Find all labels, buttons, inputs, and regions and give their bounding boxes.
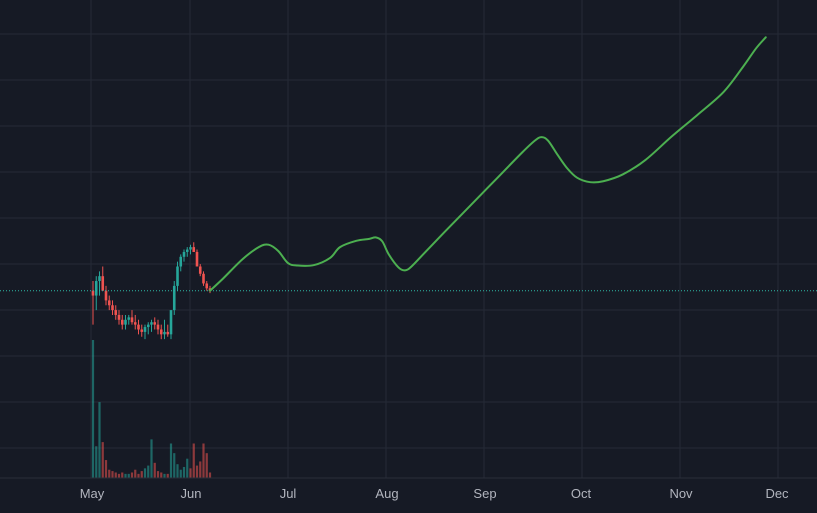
volume-bar	[195, 465, 199, 478]
candle-body	[202, 273, 205, 284]
volume-bar	[205, 453, 208, 478]
candle-body	[111, 305, 114, 311]
volume-bar	[134, 469, 137, 478]
volume-bar	[137, 473, 140, 478]
volume-bar	[91, 340, 95, 478]
volume-bar	[153, 462, 156, 478]
time-axis-background	[0, 478, 817, 513]
volume-bar	[117, 473, 121, 478]
candle-body	[143, 327, 147, 332]
x-tick-label: Aug	[375, 486, 398, 501]
volume-bar	[199, 461, 202, 478]
candles	[91, 242, 212, 340]
candle-body	[159, 329, 163, 335]
candle-body	[182, 251, 186, 257]
grid	[0, 0, 817, 478]
volume-bar	[186, 458, 189, 478]
volume-bar	[130, 472, 134, 478]
candle-body	[91, 290, 95, 296]
volume-bar	[173, 453, 176, 478]
x-tick-label: Jun	[181, 486, 202, 501]
candle-body	[120, 319, 124, 325]
candle-body	[133, 322, 137, 325]
x-tick-label: Jul	[280, 486, 297, 501]
volume-bar	[179, 469, 182, 478]
volume-bar	[121, 472, 124, 478]
candle-body	[107, 300, 111, 306]
volume-bar	[127, 473, 130, 478]
candle-body	[104, 290, 108, 301]
candle-body	[156, 324, 160, 330]
candle-body	[195, 251, 199, 267]
volume-bar	[101, 442, 104, 478]
volume-bar	[192, 443, 195, 478]
x-tick-label: Sep	[473, 486, 496, 501]
volume-bar	[189, 468, 192, 478]
volume-bar	[104, 460, 108, 478]
volume-bar	[98, 402, 101, 478]
volume-bar	[147, 465, 150, 478]
forecast-line	[209, 36, 767, 292]
volume-bar	[169, 443, 173, 478]
x-tick-label: Dec	[765, 486, 789, 501]
candle-body	[205, 283, 209, 289]
candle-body	[94, 281, 98, 296]
candle-body	[124, 319, 127, 325]
candle-body	[137, 324, 140, 330]
volume-bar	[166, 473, 169, 478]
candle-body	[153, 322, 157, 325]
volume-bar	[156, 471, 160, 478]
volume-bar	[208, 472, 212, 478]
volume-bar	[176, 464, 179, 478]
volume-bar	[150, 439, 153, 478]
candle-body	[163, 331, 166, 335]
candle-body	[101, 276, 105, 291]
volume-bar	[160, 472, 163, 478]
candle-body	[189, 247, 192, 250]
candle-body	[114, 310, 118, 315]
candle-body	[150, 322, 153, 325]
time-axis: May Jun Jul Aug Sep Oct Nov Dec	[80, 486, 789, 501]
candle-body	[140, 329, 144, 332]
x-tick-label: May	[80, 486, 105, 501]
candle-body	[127, 317, 131, 320]
candle-body	[130, 317, 134, 323]
candle-body	[185, 249, 189, 252]
x-tick-label: Nov	[669, 486, 693, 501]
volume-bar	[124, 473, 127, 478]
volume-bar	[202, 443, 205, 478]
volume-bar	[140, 471, 143, 478]
forecast-line-group	[209, 36, 767, 292]
volume-bar	[182, 466, 186, 478]
candle-body	[172, 285, 176, 311]
volume-bar	[163, 473, 166, 478]
candle-body	[179, 256, 183, 267]
candle-body	[98, 276, 101, 282]
candle-body	[169, 310, 173, 335]
volume-bar	[108, 469, 111, 478]
candle-body	[192, 247, 196, 252]
volume-bar	[143, 468, 147, 478]
candle-body	[146, 324, 150, 328]
candle-body	[166, 331, 170, 335]
x-tick-label: Oct	[571, 486, 592, 501]
volume-bars	[91, 340, 212, 478]
volume-bar	[95, 446, 98, 478]
volume-bar	[111, 471, 114, 478]
candle-body	[117, 314, 121, 320]
candle-body	[176, 266, 179, 286]
volume-bar	[114, 472, 117, 478]
candle-body	[198, 266, 202, 274]
